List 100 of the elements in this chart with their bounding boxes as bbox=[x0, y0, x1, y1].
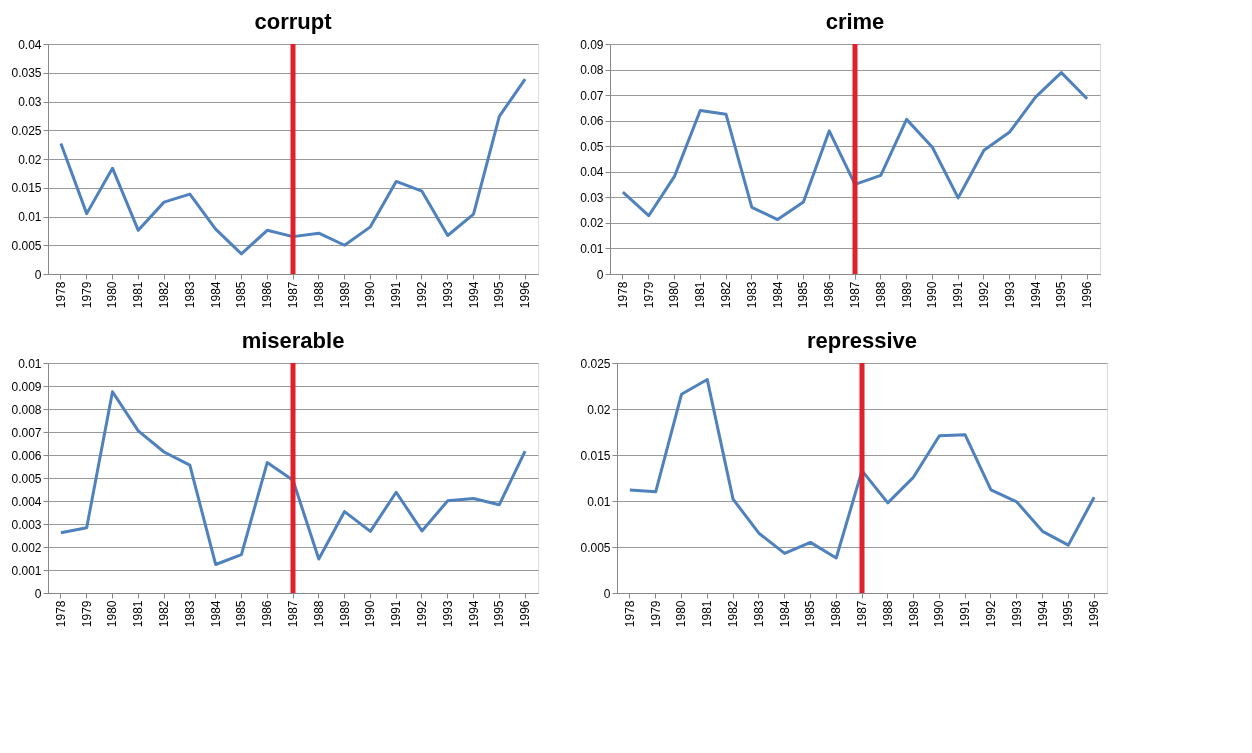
x-tick-label: 1993 bbox=[1002, 281, 1017, 309]
x-tick-label: 1987 bbox=[848, 281, 862, 309]
x-tick-label: 1991 bbox=[958, 600, 973, 628]
y-tick-label: 0.01 bbox=[580, 241, 604, 256]
y-tick-label: 0.01 bbox=[587, 494, 611, 509]
x-tick-label: 1990 bbox=[932, 600, 947, 628]
x-tick-label: 1984 bbox=[208, 600, 223, 628]
x-tick-label: 1982 bbox=[726, 600, 741, 628]
x-tick-label: 1992 bbox=[414, 600, 429, 628]
y-tick-label: 0 bbox=[34, 267, 42, 282]
y-tick-label: 0.06 bbox=[580, 114, 604, 129]
x-tick-label: 1978 bbox=[53, 281, 68, 309]
y-tick-label: 0 bbox=[596, 267, 604, 282]
x-tick-label: 1983 bbox=[744, 281, 759, 309]
x-tick-label: 1993 bbox=[1009, 600, 1024, 628]
y-tick-label: 0.08 bbox=[580, 63, 604, 78]
x-tick-label: 1986 bbox=[822, 281, 837, 309]
x-tick-label: 1980 bbox=[105, 600, 120, 628]
y-tick-label: 0.025 bbox=[11, 123, 42, 138]
y-tick-label: 0.008 bbox=[11, 402, 42, 417]
x-tick-label: 1992 bbox=[983, 600, 998, 628]
y-tick-label: 0.005 bbox=[11, 238, 42, 253]
x-tick-label: 1990 bbox=[925, 281, 940, 309]
x-tick-label: 1984 bbox=[777, 600, 792, 628]
y-tick-label: 0.01 bbox=[18, 356, 42, 371]
x-tick-label: 1995 bbox=[492, 600, 507, 628]
x-tick-label: 1989 bbox=[337, 600, 352, 628]
y-tick-label: 0.015 bbox=[11, 181, 42, 196]
x-tick-label: 1979 bbox=[648, 600, 663, 628]
x-tick-label: 1983 bbox=[182, 281, 197, 309]
x-tick-label: 1991 bbox=[389, 281, 404, 309]
x-tick-label: 1984 bbox=[208, 281, 223, 309]
y-tick-label: 0.009 bbox=[11, 379, 42, 394]
line-series bbox=[59, 390, 527, 566]
x-tick-label: 1994 bbox=[1035, 600, 1050, 628]
y-tick-label: 0.03 bbox=[580, 190, 604, 205]
x-tick-label: 1986 bbox=[260, 281, 275, 309]
y-tick-label: 0.01 bbox=[18, 210, 42, 224]
chart-title: miserable bbox=[241, 328, 345, 353]
y-tick-label: 0.005 bbox=[11, 471, 42, 486]
x-tick-label: 1993 bbox=[440, 600, 455, 628]
x-tick-label: 1983 bbox=[751, 600, 766, 628]
x-tick-label: 1979 bbox=[79, 281, 94, 309]
y-tick-label: 0.002 bbox=[11, 540, 42, 555]
x-tick-label: 1990 bbox=[363, 600, 378, 628]
x-tick-label: 1992 bbox=[976, 281, 991, 309]
x-tick-label: 1982 bbox=[719, 281, 734, 309]
x-tick-label: 1991 bbox=[951, 281, 966, 309]
x-tick-label: 1978 bbox=[622, 600, 637, 628]
chart-title: crime bbox=[825, 9, 885, 34]
line-series bbox=[628, 378, 1096, 560]
y-tick-label: 0.04 bbox=[580, 165, 604, 180]
x-tick-label: 1981 bbox=[693, 281, 708, 309]
chart-title: corrupt bbox=[254, 9, 333, 34]
y-tick-label: 0.09 bbox=[580, 37, 604, 52]
y-tick-label: 0.007 bbox=[11, 425, 42, 440]
x-tick-label: 1986 bbox=[260, 600, 275, 628]
x-tick-label: 1982 bbox=[157, 281, 172, 309]
x-tick-label: 1978 bbox=[615, 281, 630, 309]
x-tick-label: 1980 bbox=[667, 281, 682, 309]
y-tick-label: 0.001 bbox=[11, 563, 42, 578]
y-tick-label: 0.004 bbox=[11, 494, 42, 509]
y-tick-label: 0.035 bbox=[11, 66, 42, 81]
x-tick-label: 1980 bbox=[105, 281, 120, 309]
x-tick-label: 1985 bbox=[234, 281, 249, 309]
x-tick-label: 1986 bbox=[829, 600, 844, 628]
y-tick-label: 0 bbox=[34, 586, 42, 601]
x-tick-label: 1981 bbox=[131, 281, 146, 309]
x-tick-label: 1995 bbox=[1054, 281, 1069, 309]
y-tick-label: 0.03 bbox=[18, 95, 42, 109]
y-tick-label: 0 bbox=[603, 586, 611, 601]
y-tick-label: 0.015 bbox=[580, 448, 611, 463]
x-tick-label: 1980 bbox=[674, 600, 689, 628]
x-tick-label: 1985 bbox=[803, 600, 818, 628]
x-tick-label: 1987 bbox=[286, 281, 300, 309]
x-tick-label: 1987 bbox=[855, 600, 869, 628]
x-tick-label: 1985 bbox=[796, 281, 811, 309]
x-tick-label: 1988 bbox=[311, 600, 326, 628]
y-tick-label: 0.05 bbox=[580, 139, 604, 154]
x-tick-label: 1982 bbox=[157, 600, 172, 628]
y-tick-label: 0.02 bbox=[587, 402, 611, 417]
y-tick-label: 0.02 bbox=[18, 152, 42, 167]
x-tick-label: 1996 bbox=[518, 600, 533, 628]
x-tick-label: 1996 bbox=[1080, 281, 1095, 309]
y-tick-label: 0.04 bbox=[18, 37, 42, 52]
y-tick-label: 0.003 bbox=[11, 517, 42, 532]
x-tick-label: 1988 bbox=[880, 600, 895, 628]
y-tick-label: 0.07 bbox=[580, 88, 604, 103]
x-tick-label: 1993 bbox=[440, 281, 455, 309]
x-tick-label: 1995 bbox=[492, 281, 507, 309]
x-tick-label: 1989 bbox=[906, 600, 921, 628]
chart-title: repressive bbox=[806, 328, 918, 353]
x-tick-label: 1991 bbox=[389, 600, 404, 628]
line-series bbox=[59, 77, 527, 256]
x-tick-label: 1984 bbox=[770, 281, 785, 309]
x-tick-label: 1994 bbox=[466, 281, 481, 309]
x-tick-label: 1989 bbox=[337, 281, 352, 309]
x-tick-label: 1996 bbox=[518, 281, 533, 309]
x-tick-label: 1994 bbox=[466, 600, 481, 628]
x-tick-label: 1981 bbox=[700, 600, 715, 628]
